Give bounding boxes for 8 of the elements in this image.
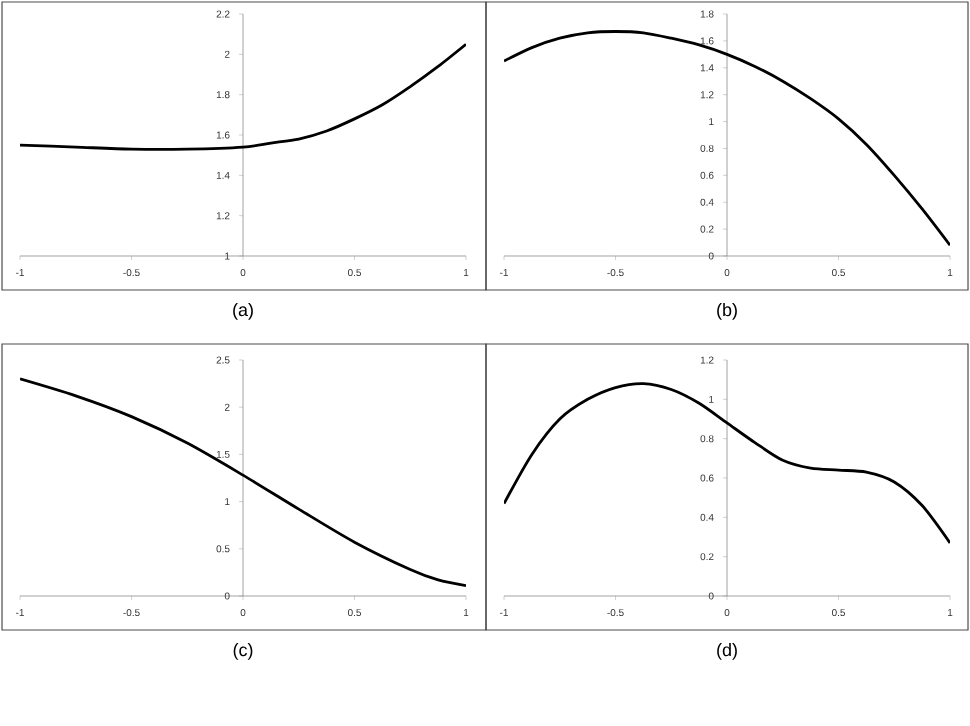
x-axis-title: (b) <box>717 303 737 320</box>
line-series <box>20 377 467 588</box>
x-axis-title: (c) <box>233 643 253 660</box>
line-series <box>504 382 951 545</box>
line-series <box>20 42 467 151</box>
x-axis-title: (d) <box>717 643 737 660</box>
x-axis-title: (a) <box>233 303 253 320</box>
line-series <box>504 30 951 247</box>
